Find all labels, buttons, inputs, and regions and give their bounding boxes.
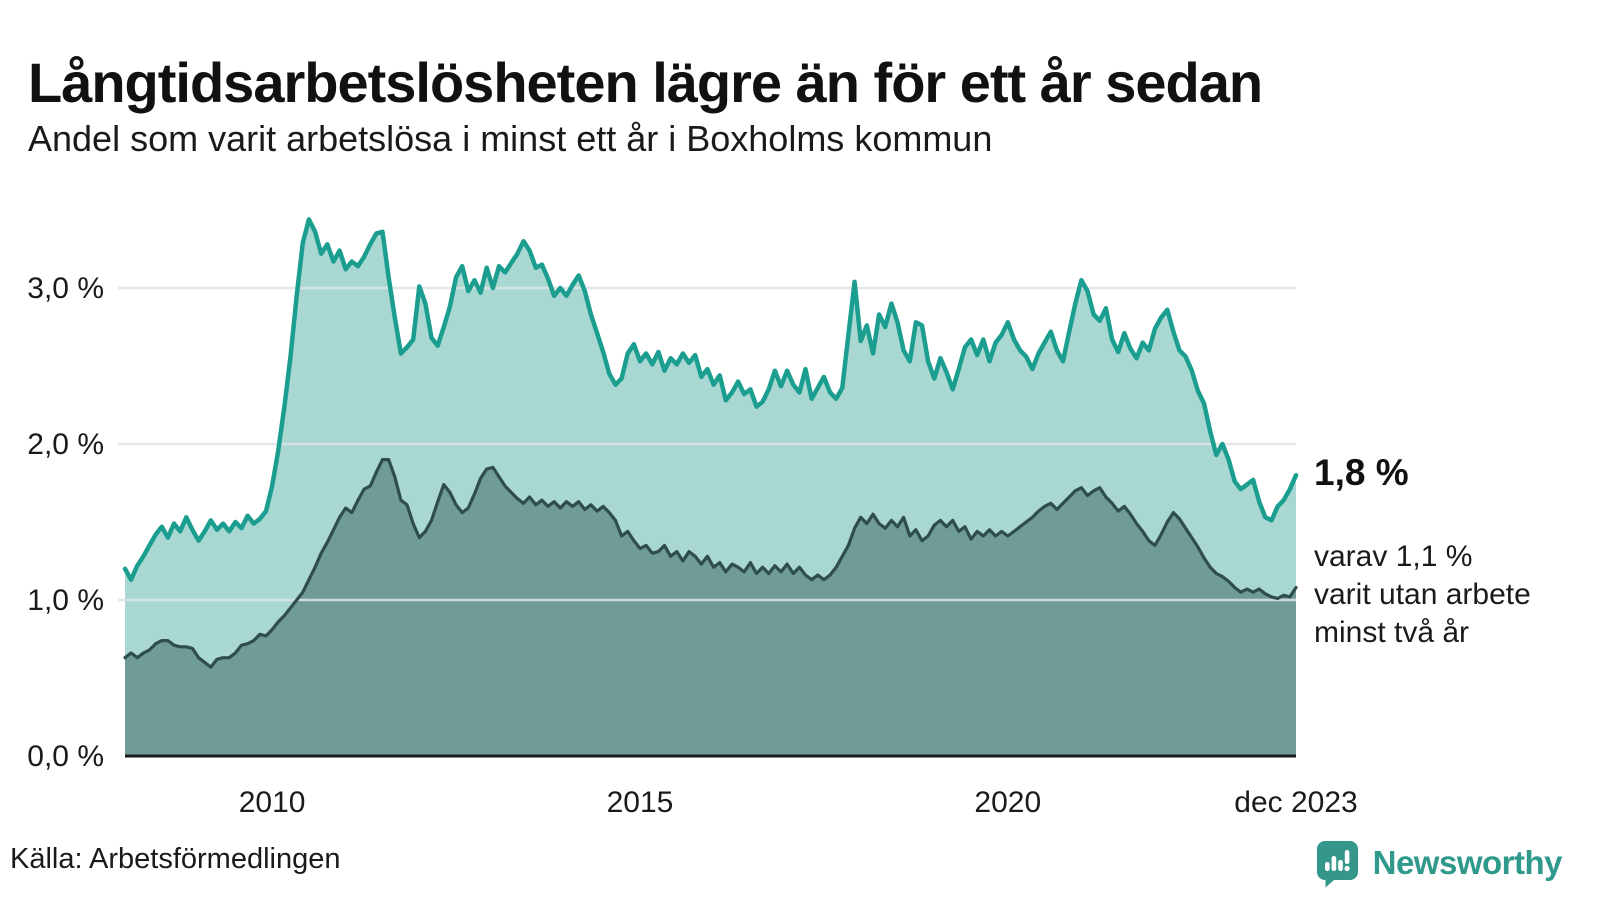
- y-tick-label: 0,0 %: [27, 740, 104, 773]
- y-tick-label: 3,0 %: [27, 272, 104, 305]
- series-1yr-line: [122, 217, 1299, 582]
- page-subtitle: Andel som varit arbetslösa i minst ett å…: [28, 118, 993, 159]
- page-title: Långtidsarbetslösheten lägre än för ett …: [28, 50, 1263, 114]
- secondary-annotation-line: varav 1,1 %: [1314, 540, 1473, 573]
- source-note: Källa: Arbetsförmedlingen: [10, 843, 341, 875]
- x-tick-label: 2010: [239, 786, 306, 819]
- latest-value-label: 1,8 %: [1314, 452, 1409, 493]
- y-tick-label: 2,0 %: [27, 428, 104, 461]
- y-tick-label: 1,0 %: [27, 584, 104, 617]
- newsworthy-logo: Newsworthy: [1314, 838, 1563, 888]
- newsworthy-wordmark: Newsworthy: [1372, 844, 1563, 881]
- secondary-annotation-line: minst två år: [1314, 616, 1470, 649]
- x-tick-label: 2020: [974, 786, 1041, 819]
- series-2yr-line: [123, 458, 1298, 669]
- secondary-annotation-line: varit utan arbete: [1314, 578, 1531, 611]
- secondary-annotation: varav 1,1 % varit utan arbete minst två år: [1314, 538, 1531, 652]
- x-tick-label: 2015: [607, 786, 674, 819]
- x-tick-label: dec 2023: [1234, 786, 1357, 819]
- newsworthy-bubble-icon: [1316, 841, 1358, 888]
